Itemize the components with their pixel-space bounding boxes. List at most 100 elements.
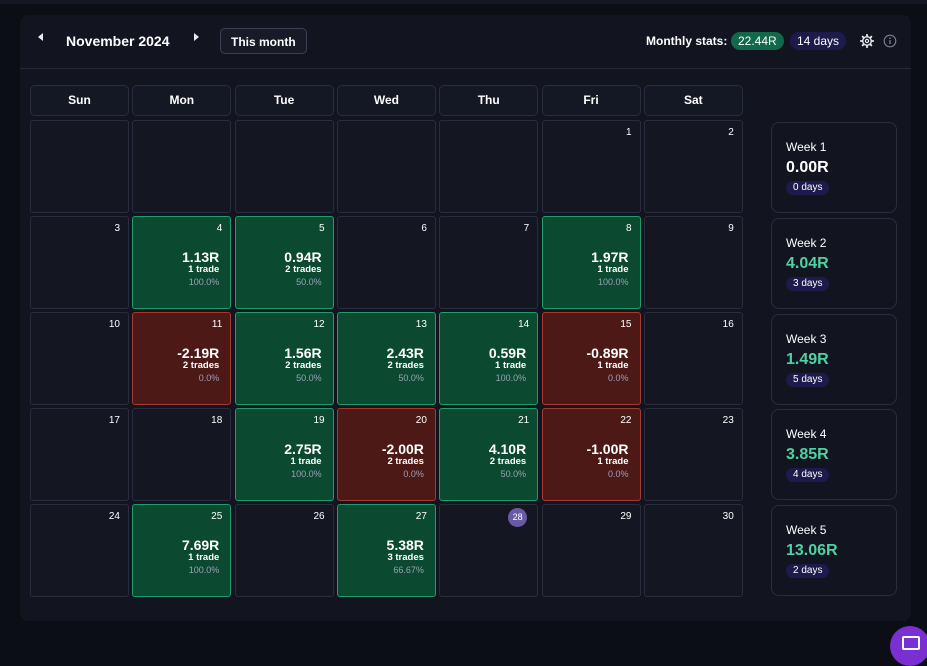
week-summary-card: Week 4 3.85R 4 days (771, 409, 897, 501)
day-trade-count: 2 trades (285, 264, 322, 275)
day-win-rate: 100.0% (597, 277, 629, 287)
info-icon[interactable] (883, 34, 897, 48)
day-cell[interactable]: 7 (439, 216, 539, 309)
day-trade-count: 2 trades (387, 360, 424, 371)
day-win-rate: 66.67% (393, 565, 424, 575)
weekday-header: Sun (30, 85, 129, 116)
this-month-button[interactable]: This month (220, 28, 307, 54)
day-cell[interactable]: 18 (132, 408, 232, 501)
day-r-value: 1.97R (591, 249, 629, 265)
week-days-badge: 5 days (786, 372, 830, 387)
day-win-rate: 0.0% (198, 373, 220, 383)
day-cell[interactable]: 27 5.38R 3 trades 66.67% (336, 504, 436, 597)
day-r-value: 0.94R (284, 249, 322, 265)
day-win-rate: 100.0% (188, 565, 220, 575)
next-month-icon[interactable] (194, 33, 199, 41)
day-cell[interactable]: 2 (643, 120, 743, 213)
empty-day-cell (336, 120, 436, 213)
day-win-rate: 0.0% (607, 469, 629, 479)
week-summary-card: Week 2 4.04R 3 days (771, 217, 897, 309)
monthly-days-badge: 14 days (790, 32, 847, 50)
day-number: 19 (313, 415, 325, 426)
day-cell[interactable]: 10 (30, 312, 129, 405)
week-days-badge: 2 days (786, 564, 830, 579)
day-win-rate: 100.0% (188, 277, 220, 287)
chat-icon (902, 636, 920, 650)
week-label: Week 3 (786, 331, 827, 346)
day-cell[interactable]: 26 (234, 504, 334, 597)
week-summary-card: Week 3 1.49R 5 days (771, 313, 897, 405)
day-cell[interactable]: 15 -0.89R 1 trade 0.0% (541, 312, 641, 405)
day-number: 14 (518, 319, 530, 330)
day-trade-count: 2 trades (387, 456, 424, 467)
gear-icon[interactable] (859, 33, 875, 49)
day-r-value: 4.10R (488, 441, 527, 457)
week-label: Week 1 (786, 140, 827, 154)
day-win-rate: 50.0% (296, 373, 322, 383)
day-r-value: -1.00R (586, 441, 629, 457)
day-cell[interactable]: 4 1.13R 1 trade 100.0% (132, 216, 232, 309)
day-cell[interactable]: 25 7.69R 1 trade 100.0% (132, 504, 232, 597)
week-r-value: 4.04R (786, 254, 829, 272)
chat-button[interactable] (890, 626, 927, 666)
day-cell[interactable]: 24 (30, 504, 129, 597)
day-number: 12 (313, 319, 325, 330)
week-summary-card: Week 1 0.00R 0 days (771, 122, 897, 213)
top-bar (0, 0, 927, 4)
day-cell[interactable]: 29 (541, 504, 641, 597)
day-cell[interactable]: 3 (30, 216, 129, 309)
day-trade-count: 1 trade (495, 360, 527, 371)
day-cell[interactable]: 6 (336, 216, 436, 309)
day-cell[interactable]: 9 (643, 216, 743, 309)
prev-month-icon[interactable] (38, 33, 43, 41)
day-cell[interactable]: 16 (643, 312, 743, 405)
weekday-header: Thu (439, 85, 539, 116)
day-number: 29 (620, 511, 632, 522)
day-r-value: 1.13R (181, 249, 220, 265)
day-number: 16 (722, 319, 734, 330)
day-win-rate: 100.0% (495, 373, 527, 383)
day-cell[interactable]: 23 (643, 408, 743, 501)
day-r-value: -2.00R (381, 441, 424, 457)
day-cell[interactable]: 14 0.59R 1 trade 100.0% (439, 312, 539, 405)
day-number: 1 (625, 127, 632, 138)
day-win-rate: 100.0% (291, 469, 322, 479)
calendar-panel: November 2024 This month Monthly stats: … (20, 15, 911, 621)
day-trade-count: 2 trades (182, 360, 220, 371)
day-number: 15 (620, 319, 632, 330)
day-win-rate: 50.0% (296, 277, 322, 287)
day-cell[interactable]: 19 2.75R 1 trade 100.0% (234, 408, 334, 501)
day-cell[interactable]: 30 (643, 504, 743, 597)
day-trade-count: 1 trade (188, 552, 220, 563)
day-number: 11 (211, 319, 223, 330)
day-number: 18 (211, 415, 223, 426)
week-r-value: 3.85R (786, 446, 829, 464)
week-r-value: 13.06R (786, 542, 838, 560)
day-cell[interactable]: 8 1.97R 1 trade 100.0% (541, 216, 641, 309)
day-cell[interactable]: 1 (541, 120, 641, 213)
day-number: 30 (722, 511, 734, 522)
day-cell[interactable]: 20 -2.00R 2 trades 0.0% (336, 408, 436, 501)
week-label: Week 2 (786, 235, 827, 250)
day-r-value: 2.75R (284, 441, 322, 457)
day-cell[interactable]: 5 0.94R 2 trades 50.0% (234, 216, 334, 309)
day-cell[interactable]: 22 -1.00R 1 trade 0.0% (541, 408, 641, 501)
weekday-header: Wed (336, 85, 436, 116)
day-trade-count: 1 trade (188, 264, 220, 275)
day-cell[interactable]: 17 (30, 408, 129, 501)
day-number: 6 (421, 223, 427, 234)
month-title: November 2024 (66, 33, 170, 49)
day-number: 3 (114, 223, 120, 234)
empty-day-cell (132, 120, 232, 213)
day-cell[interactable]: 28 (439, 504, 539, 597)
weekday-header: Sat (643, 85, 743, 116)
day-cell[interactable]: 11 -2.19R 2 trades 0.0% (132, 312, 232, 405)
today-badge: 28 (508, 508, 528, 527)
day-cell[interactable]: 21 4.10R 2 trades 50.0% (439, 408, 539, 501)
day-number: 7 (523, 223, 530, 234)
day-cell[interactable]: 13 2.43R 2 trades 50.0% (336, 312, 436, 405)
empty-day-cell (439, 120, 539, 213)
day-number: 22 (620, 415, 632, 426)
day-cell[interactable]: 12 1.56R 2 trades 50.0% (234, 312, 334, 405)
monthly-stats-label: Monthly stats: (646, 34, 728, 48)
